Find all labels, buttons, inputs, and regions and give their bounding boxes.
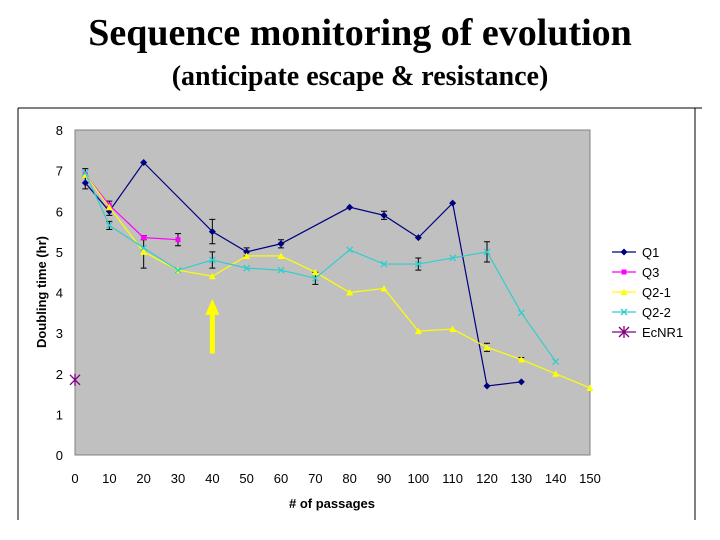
data-point [141, 235, 147, 241]
series-q2-2 [81, 169, 560, 366]
legend-label: Q1 [642, 245, 659, 260]
data-point [243, 264, 251, 272]
data-point [380, 260, 388, 268]
data-point [380, 284, 388, 292]
x-tick-label: 40 [205, 471, 219, 486]
data-point [620, 288, 628, 295]
data-point [311, 274, 319, 282]
upward-arrow-head [205, 298, 220, 315]
x-tick-label: 110 [442, 471, 463, 486]
data-point [81, 179, 89, 187]
series-layer [69, 159, 594, 391]
x-axis-label: # of passages [289, 496, 375, 511]
annotation-layer [205, 298, 220, 354]
data-point [517, 378, 525, 386]
legend-label: Q3 [642, 265, 659, 280]
data-point [483, 248, 491, 256]
x-tick-label: 80 [342, 471, 356, 486]
data-point [483, 343, 491, 351]
data-point [208, 272, 216, 280]
data-point [346, 203, 354, 211]
y-tick-label: 6 [56, 204, 63, 219]
data-point [174, 266, 182, 274]
legend-label: Q2-2 [642, 305, 671, 320]
y-tick-label: 1 [56, 407, 63, 422]
data-point [552, 358, 560, 366]
data-point [140, 244, 148, 252]
data-point [449, 325, 457, 333]
x-tick-label: 50 [239, 471, 253, 486]
data-point [483, 382, 491, 390]
y-axis-label: Doubling time (hr) [34, 236, 49, 348]
y-tick-label: 0 [56, 448, 63, 463]
data-point [311, 268, 319, 276]
data-point [620, 248, 628, 256]
y-tick-label: 7 [56, 164, 63, 179]
data-point [277, 252, 285, 259]
data-point [140, 248, 148, 255]
data-point [449, 199, 457, 207]
data-point [414, 327, 422, 335]
legend: Q1 Q3 Q2-1 Q2-2 EcNR1 [612, 245, 683, 340]
series-line [84, 161, 522, 387]
data-point [208, 228, 216, 236]
data-point [140, 159, 148, 166]
legend-label: Q2-1 [642, 285, 671, 300]
y-tick-label: 4 [56, 286, 63, 301]
x-tick-label: 20 [136, 471, 150, 486]
page-title: Sequence monitoring of evolution [88, 12, 632, 54]
x-tick-label: 70 [308, 471, 322, 486]
data-point [175, 237, 181, 243]
x-tick-label: 100 [407, 471, 429, 486]
x-tick-label: 10 [102, 471, 116, 486]
x-tick-label: 30 [171, 471, 185, 486]
x-tick-label: 130 [510, 471, 532, 486]
data-point [105, 222, 113, 229]
y-tick-label: 2 [56, 367, 63, 382]
data-point [517, 356, 525, 363]
data-point [620, 308, 628, 316]
page-subtitle: (anticipate escape & resistance) [171, 61, 549, 92]
series-line [84, 174, 179, 241]
data-point [586, 384, 594, 391]
data-point [208, 256, 216, 264]
x-tick-label: 60 [274, 471, 288, 486]
y-tick-label: 3 [56, 326, 63, 341]
data-point [414, 260, 422, 268]
data-point [380, 211, 388, 219]
data-point [105, 203, 113, 211]
legend-label: EcNR1 [642, 325, 683, 340]
series-ecnr1 [69, 373, 81, 386]
data-point [449, 254, 457, 262]
x-tick-label: 120 [476, 471, 498, 486]
data-point [243, 248, 251, 256]
data-point [346, 289, 354, 296]
axes: 0 10 20 30 40 50 60 70 80 90 100 110 120 130 140 150 0 1 2… [56, 123, 601, 486]
x-tick-label: 150 [579, 471, 601, 486]
data-point [414, 234, 422, 242]
y-tick-label: 5 [56, 245, 63, 260]
x-tick-label: 0 [71, 471, 78, 486]
data-point [277, 266, 285, 274]
y-tick-label: 8 [56, 123, 63, 138]
data-point [243, 252, 251, 259]
data-point [621, 269, 627, 275]
series-line [84, 174, 591, 389]
plot-area [74, 129, 591, 456]
x-tick-label: 90 [377, 471, 391, 486]
data-point [81, 169, 89, 177]
data-point [618, 326, 630, 338]
data-point [517, 309, 525, 317]
upward-arrow-shaft [209, 312, 215, 354]
data-point [69, 373, 81, 386]
x-tick-label: 140 [545, 471, 567, 486]
data-point [552, 370, 560, 377]
data-point [346, 246, 354, 254]
data-point [277, 240, 285, 248]
